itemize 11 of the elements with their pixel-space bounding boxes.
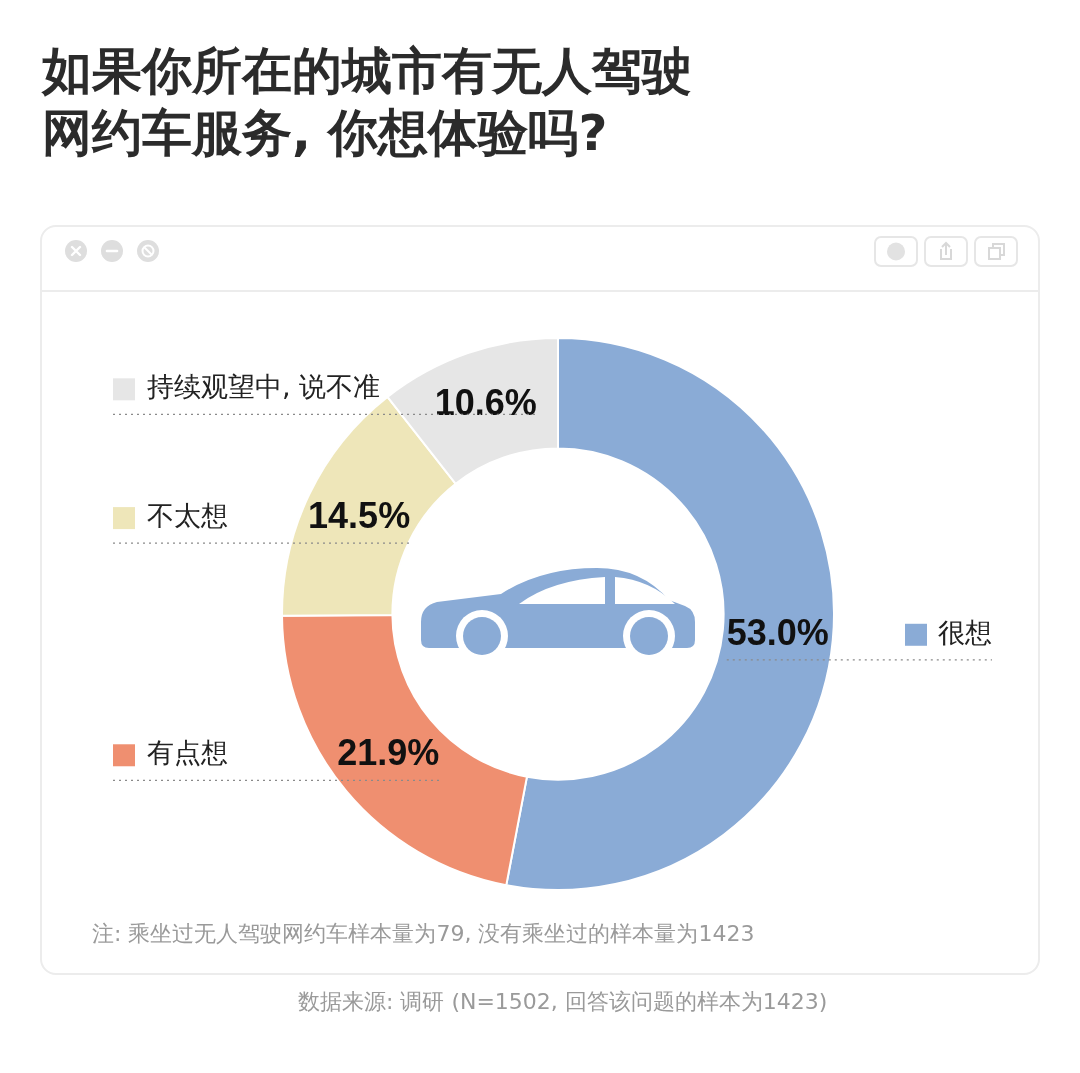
data-label: 21.9% [337, 732, 440, 774]
legend-label: 很想 [938, 616, 992, 648]
legend-label: 持续观望中, 说不准 [147, 371, 381, 403]
legend-label: 不太想 [147, 500, 228, 532]
data-label: 10.6% [434, 382, 537, 424]
data-label: 53.0% [726, 611, 829, 653]
text: 注: 乘坐过无人驾驶网约车样本量为79, 没有乘坐过的样本量为1423 [92, 920, 755, 948]
data-label: 14.5% [308, 495, 411, 537]
chart-title: 如果你所在的城市有无人驾驶网约车服务, 你想体验吗? [42, 41, 693, 164]
source-note: 数据来源: 调研 (N=1502, 回答该问题的样本为1423) [298, 988, 828, 1016]
legend-label: 有点想 [147, 737, 228, 769]
